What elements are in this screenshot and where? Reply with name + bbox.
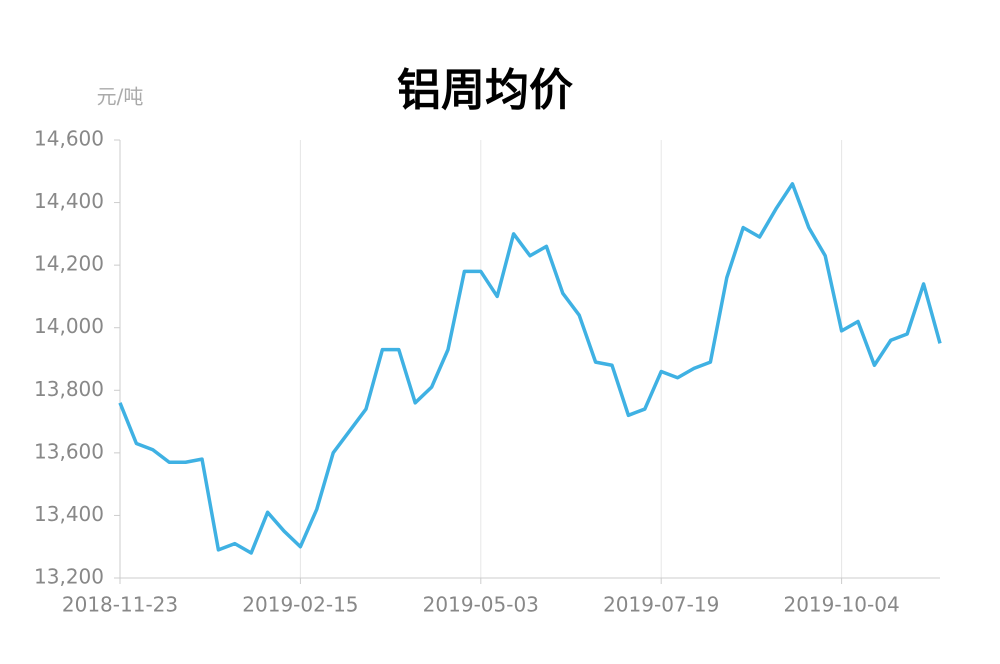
y-tick-label: 13,600 xyxy=(34,439,104,463)
y-tick-label: 13,400 xyxy=(34,502,104,526)
line xyxy=(118,182,942,555)
x-tick-label: 2019-07-19 xyxy=(603,593,719,617)
y-tick-label: 14,200 xyxy=(34,252,104,276)
y-tick-label: 13,200 xyxy=(34,565,104,589)
y-tick-label: 14,000 xyxy=(34,314,104,338)
x-tick-label: 2019-10-04 xyxy=(783,593,899,617)
x-tick-label: 2019-05-03 xyxy=(423,593,539,617)
y-tick-label: 14,600 xyxy=(34,127,104,151)
y-unit: 元/吨 xyxy=(97,85,144,109)
x-tick-label: 2019-02-15 xyxy=(242,593,358,617)
y-tick-label: 13,800 xyxy=(34,377,104,401)
y-tick-label: 14,400 xyxy=(34,189,104,213)
chart-title: 铝周均价 xyxy=(397,65,573,116)
x-tick-label: 2018-11-23 xyxy=(62,593,178,617)
